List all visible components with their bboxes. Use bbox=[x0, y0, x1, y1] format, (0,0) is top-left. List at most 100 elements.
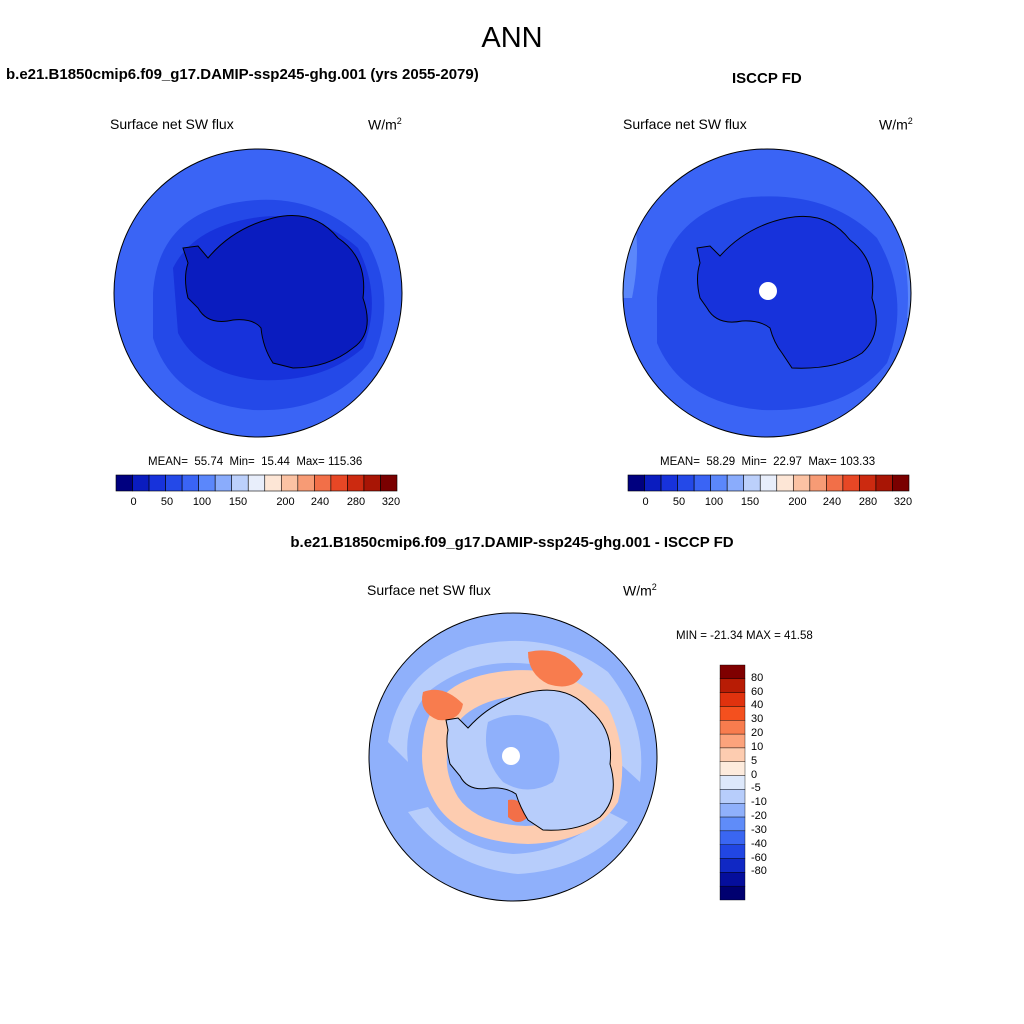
panel-1-antarctica bbox=[182, 215, 368, 369]
panel-2-stats: MEAN= 58.29 Min= 22.97 Max= 103.33 bbox=[660, 456, 876, 468]
diff-colorbar-swatch bbox=[719, 844, 746, 859]
panel-1-variable-label: Surface net SW flux bbox=[110, 116, 234, 132]
panel-2-colorbar bbox=[627, 474, 910, 492]
diff-variable-label: Surface net SW flux bbox=[367, 582, 491, 598]
panel-2-colorbar-tick-label: 320 bbox=[893, 496, 913, 508]
diff-colorbar-swatch bbox=[719, 789, 746, 804]
diff-colorbar-swatch bbox=[719, 872, 746, 887]
panel-1-colorbar-swatch bbox=[314, 474, 332, 492]
diff-colorbar-swatch bbox=[719, 885, 746, 901]
panel-1-colorbar-swatch bbox=[330, 474, 348, 492]
panel-1-colorbar-tick-label: 280 bbox=[346, 496, 366, 508]
diff-colorbar-tick-label: -40 bbox=[751, 837, 767, 850]
panel-2-colorbar-tick-label: 280 bbox=[858, 496, 878, 508]
diff-colorbar-tick-label: 20 bbox=[751, 727, 764, 740]
panel-2-map bbox=[622, 148, 912, 438]
diff-colorbar-swatch bbox=[719, 706, 746, 721]
diff-map bbox=[368, 612, 658, 902]
panel-1-colorbar-swatch bbox=[280, 474, 299, 492]
panel-1-colorbar-tick-label: 150 bbox=[228, 496, 248, 508]
diff-colorbar-swatch bbox=[719, 747, 746, 762]
diff-minmax: MIN = -21.34 MAX = 41.58 bbox=[676, 630, 813, 642]
diff-colorbar-tick-label: 60 bbox=[751, 685, 764, 698]
diff-pole-gap bbox=[502, 747, 520, 765]
diff-colorbar-tick-label: -10 bbox=[751, 796, 767, 809]
diff-hotspot-west bbox=[422, 689, 463, 721]
diff-case-title: b.e21.B1850cmip6.f09_g17.DAMIP-ssp245-gh… bbox=[290, 534, 734, 551]
panel-1-colorbar-tick-label: 50 bbox=[160, 496, 174, 508]
panel-1-stats: MEAN= 55.74 Min= 15.44 Max= 115.36 bbox=[148, 456, 363, 468]
panel-2-colorbar-tick-label: 200 bbox=[788, 496, 807, 508]
panel-1-colorbar-labels: 0 50 100 150 200 240 280 320 bbox=[116, 496, 400, 510]
panel-1-colorbar-tick-label: 240 bbox=[310, 496, 330, 508]
diff-colorbar-swatch bbox=[719, 720, 746, 735]
diff-colorbar bbox=[719, 664, 746, 901]
diff-colorbar-labels: 80 60 40 30 20 10 5 0 -5 -10 -20 -30 -40 -60 -80 bbox=[751, 665, 791, 900]
diff-colorbar-swatch bbox=[719, 733, 746, 749]
panel-1-colorbar-swatch bbox=[231, 474, 249, 492]
panel-1-colorbar-swatch bbox=[380, 474, 398, 492]
diff-colorbar-swatch bbox=[719, 830, 746, 845]
panel-2-colorbar-swatch bbox=[792, 474, 811, 492]
panel-2-colorbar-tick-label: 0 bbox=[642, 496, 649, 508]
diff-colorbar-swatch bbox=[719, 692, 746, 707]
panel-2-colorbar-swatch bbox=[710, 474, 728, 492]
panel-2-colorbar-tick-label: 240 bbox=[822, 496, 842, 508]
diff-colorbar-tick-label: 0 bbox=[751, 768, 758, 781]
panel-1-colorbar-swatch bbox=[198, 474, 216, 492]
panel-2-colorbar-swatch bbox=[892, 474, 910, 492]
panel-2-colorbar-swatch bbox=[693, 474, 711, 492]
panel-2-colorbar-swatch bbox=[677, 474, 695, 492]
diff-hotspot-north bbox=[528, 650, 583, 687]
panel-2-units-label: W/m2 bbox=[879, 116, 913, 133]
diff-colorbar-swatch bbox=[719, 678, 746, 693]
diff-colorbar-tick-label: -80 bbox=[751, 865, 767, 878]
panel-2-colorbar-swatch bbox=[875, 474, 893, 492]
panel-2-antarctica bbox=[696, 215, 877, 369]
panel-1-colorbar-tick-label: 320 bbox=[381, 496, 401, 508]
panel-2-colorbar-swatch bbox=[759, 474, 778, 492]
diff-colorbar-tick-label: -20 bbox=[751, 810, 767, 823]
panel-2-colorbar-swatch bbox=[660, 474, 678, 492]
panel-1-colorbar-tick-label: 100 bbox=[192, 496, 212, 508]
diff-colorbar-tick-label: 80 bbox=[751, 671, 764, 684]
panel-1-colorbar-swatch bbox=[214, 474, 233, 492]
diff-colorbar-tick-label: -5 bbox=[751, 782, 761, 795]
panel-1-colorbar-swatch bbox=[132, 474, 150, 492]
panel-2-variable-label: Surface net SW flux bbox=[623, 116, 747, 132]
panel-2-colorbar-swatch bbox=[842, 474, 860, 492]
diff-colorbar-swatch bbox=[719, 761, 746, 776]
diff-colorbar-tick-label: -60 bbox=[751, 851, 767, 864]
page-title: ANN bbox=[481, 22, 543, 54]
diff-hotspot-south bbox=[508, 799, 528, 822]
panel-2-colorbar-swatch bbox=[809, 474, 827, 492]
diff-colorbar-tick-label: 40 bbox=[751, 699, 764, 712]
panel-1-colorbar bbox=[115, 474, 398, 492]
panel-1-colorbar-swatch bbox=[247, 474, 266, 492]
panel-1-colorbar-swatch bbox=[181, 474, 199, 492]
panel-1-units-label: W/m2 bbox=[368, 116, 402, 133]
diff-colorbar-tick-label: -30 bbox=[751, 823, 767, 836]
panel-1-colorbar-swatch bbox=[115, 474, 133, 492]
panel-2-colorbar-tick-label: 150 bbox=[740, 496, 760, 508]
diff-colorbar-tick-label: 5 bbox=[751, 754, 758, 767]
panel-1-colorbar-swatch bbox=[165, 474, 183, 492]
panel-2-colorbar-swatch bbox=[627, 474, 645, 492]
panel-1-colorbar-tick-label: 200 bbox=[276, 496, 295, 508]
panel-1-colorbar-swatch bbox=[347, 474, 365, 492]
panel-2-colorbar-swatch bbox=[859, 474, 877, 492]
panel-1-map bbox=[113, 148, 403, 438]
diff-colorbar-swatch bbox=[719, 664, 746, 680]
panel-1-colorbar-swatch bbox=[297, 474, 315, 492]
panel-1-case-title: b.e21.B1850cmip6.f09_g17.DAMIP-ssp245-gh… bbox=[6, 66, 479, 83]
panel-2-colorbar-swatch bbox=[726, 474, 745, 492]
diff-colorbar-tick-label: 10 bbox=[751, 740, 764, 753]
panel-2-colorbar-swatch bbox=[776, 474, 794, 492]
panel-1-colorbar-swatch bbox=[148, 474, 166, 492]
panel-1-colorbar-tick-label: 0 bbox=[130, 496, 137, 508]
panel-2-colorbar-tick-label: 50 bbox=[672, 496, 686, 508]
panel-2-colorbar-labels: 0 50 100 150 200 240 280 320 bbox=[628, 496, 912, 510]
diff-colorbar-swatch bbox=[719, 803, 746, 818]
diff-colorbar-tick-label: 30 bbox=[751, 713, 764, 726]
diff-units-label: W/m2 bbox=[623, 582, 657, 599]
